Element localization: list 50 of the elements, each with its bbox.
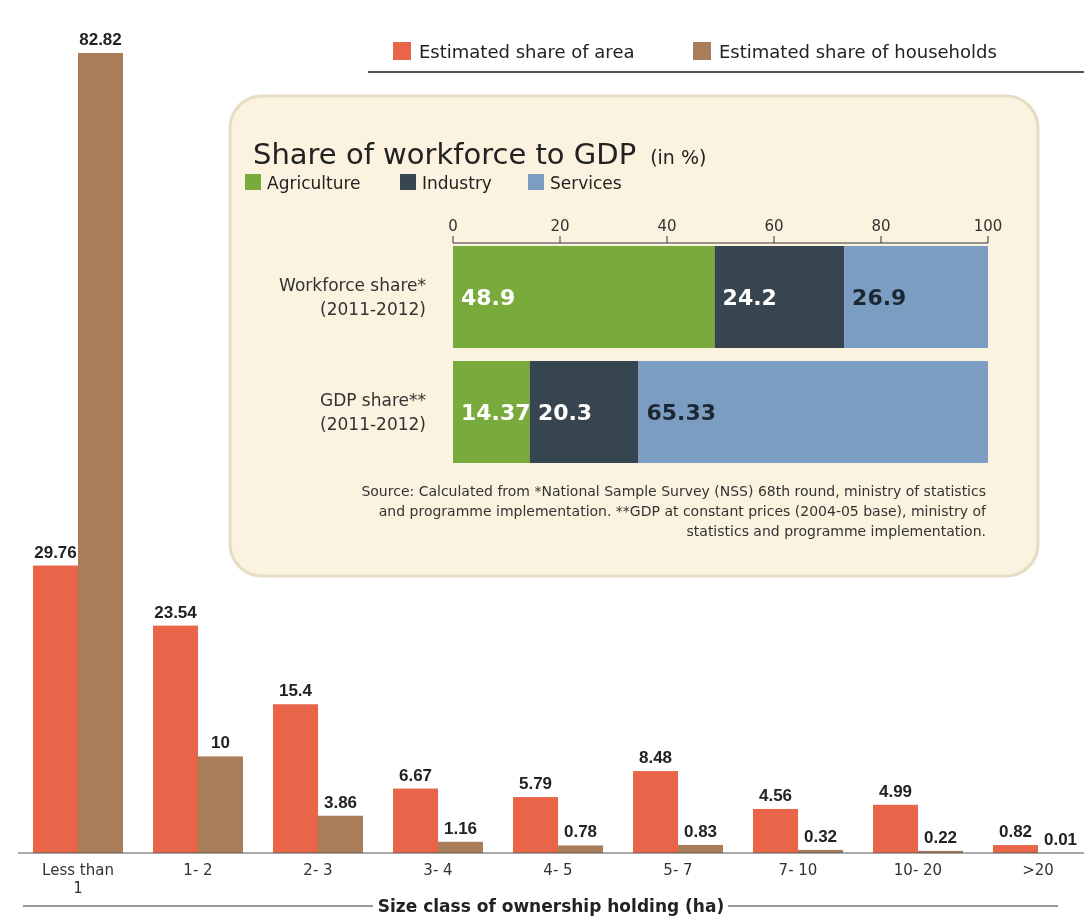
data-label: 24.2 [722,285,777,310]
legend-label: Services [550,173,622,193]
data-label: 65.33 [646,400,717,425]
data-label: 0.78 [563,822,598,842]
x-tick-label: 1- 2 [183,861,213,879]
y-tick-label: Workforce share* (2011-2012) [279,275,426,319]
annotation: Source: Calculated from *National Sample Survey (NSS) 68th round, ministry of statistics and programme implementation. **GDP at constant prices (2004-05 base), ministry of statistics and programme implementation. [361,483,988,539]
x-tick-label: 10- 20 [893,861,943,879]
legend-label: Industry [422,173,492,193]
data-label: 6.67 [398,765,433,785]
x-tick-label: 2- 3 [303,861,333,879]
x-tick-label: 20 [550,217,570,235]
legend-label: Agriculture [267,173,361,193]
x-tick-label: 5- 7 [663,861,693,879]
y-tick-label: GDP share** (2011-2012) [319,390,426,434]
data-label: 14.37 [461,400,531,425]
data-label: 1.16 [443,818,478,838]
x-tick-label: 3- 4 [423,861,453,879]
data-label: 48.9 [461,285,516,310]
x-tick-label: 7- 10 [778,861,818,879]
data-label: 82.82 [79,30,122,49]
x-axis-title: Size class of ownership holding (ha) [377,896,725,916]
chart-title: Share of workforce to GDP [253,137,637,171]
data-label: 20.3 [537,400,593,425]
data-label: 3.86 [323,792,358,812]
data-label: 29.76 [34,542,77,562]
data-label: 0.32 [803,826,838,846]
x-tick-label: Less than 1 [42,861,114,897]
data-label: 15.4 [278,681,313,701]
x-tick-label: 4- 5 [543,861,573,879]
legend-label: Estimated share of area [419,41,635,62]
data-label: 5.79 [518,774,553,794]
x-tick-label: 0 [448,217,458,235]
x-tick-label: 40 [657,217,677,235]
x-tick-label: >20 [1022,861,1054,879]
data-label: 23.54 [154,602,198,622]
data-label: 4.99 [878,781,913,801]
x-tick-label: 80 [871,217,891,235]
data-label: 10 [211,733,230,753]
data-label: 0.82 [998,822,1033,842]
legend-label: Estimated share of households [719,41,997,62]
x-tick-label: 60 [764,217,784,235]
data-label: 26.9 [852,285,907,310]
data-label: 0.83 [683,821,718,841]
x-tick-label: 100 [973,217,1003,235]
chart-subtitle: (in %) [650,146,707,168]
data-label: 0.22 [923,827,958,847]
data-label: 0.01 [1043,829,1078,849]
data-label: 4.56 [758,785,793,805]
data-label: 8.48 [638,748,673,768]
